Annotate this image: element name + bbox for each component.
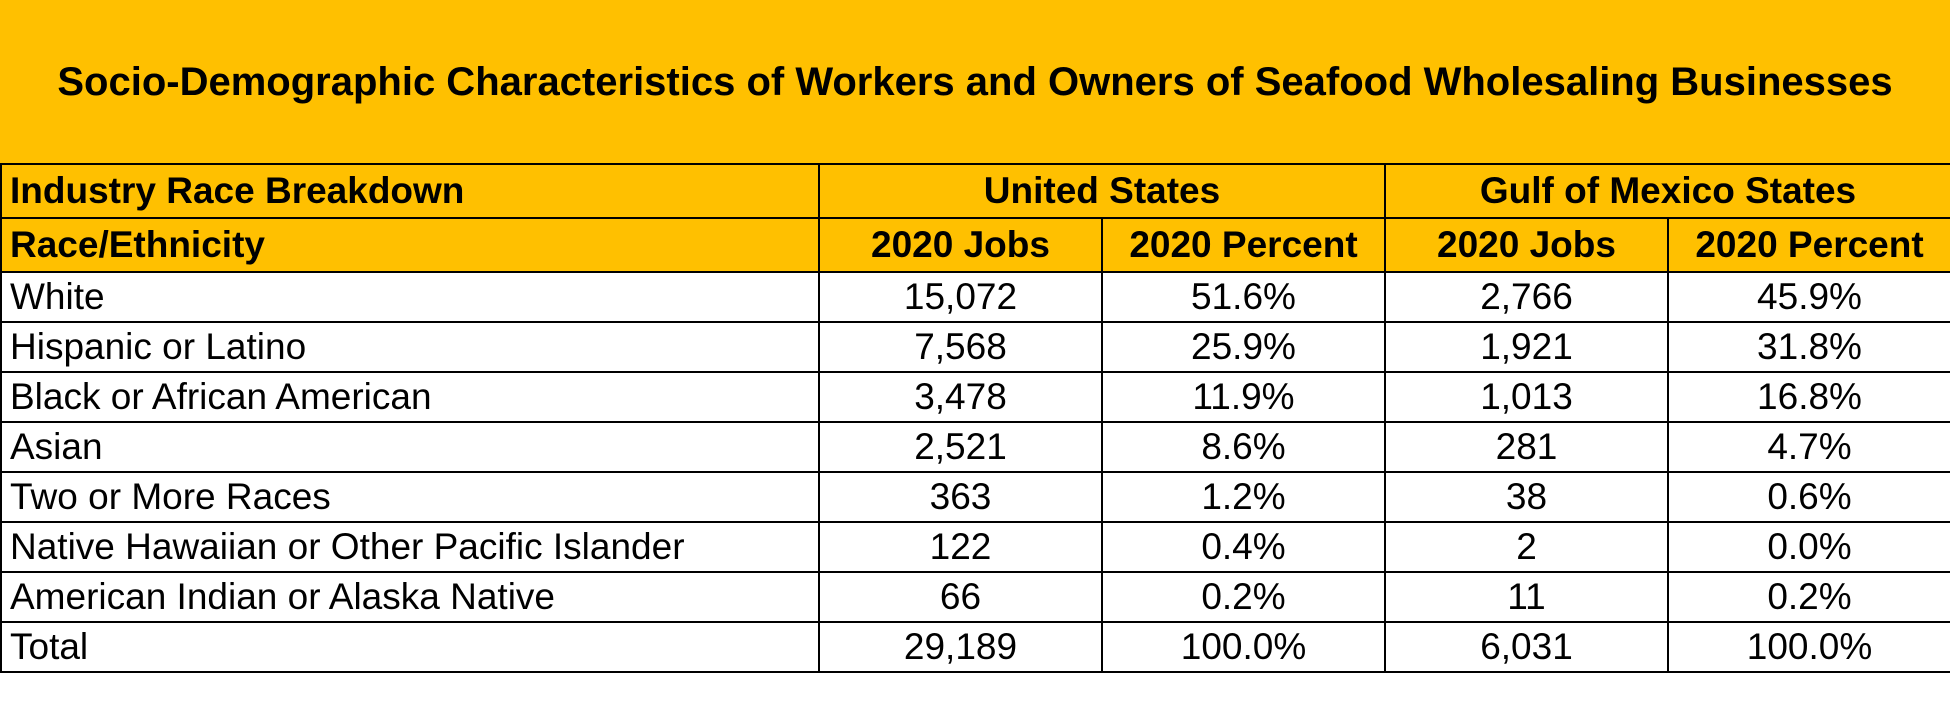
cell-gulf-jobs: 1,013 (1384, 371, 1669, 423)
table-row: Asian 2,521 8.6% 281 4.7% (0, 421, 1950, 473)
cell-race: Native Hawaiian or Other Pacific Islande… (0, 521, 820, 573)
cell-gulf-jobs: 11 (1384, 571, 1669, 623)
table-row: Total 29,189 100.0% 6,031 100.0% (0, 621, 1950, 673)
cell-gulf-jobs: 38 (1384, 471, 1669, 523)
header-row-columns: Race/Ethnicity 2020 Jobs 2020 Percent 20… (0, 217, 1950, 273)
header-us-2020-jobs: 2020 Jobs (818, 217, 1103, 273)
cell-us-percent: 1.2% (1101, 471, 1386, 523)
cell-gulf-jobs: 2,766 (1384, 271, 1669, 323)
cell-us-jobs: 29,189 (818, 621, 1103, 673)
cell-gulf-percent: 45.9% (1666, 271, 1950, 323)
cell-gulf-jobs: 1,921 (1384, 321, 1669, 373)
data-grid: Industry Race Breakdown United States Gu… (0, 163, 1950, 673)
header-us-2020-percent: 2020 Percent (1101, 217, 1386, 273)
cell-us-percent: 11.9% (1101, 371, 1386, 423)
cell-gulf-percent: 31.8% (1666, 321, 1950, 373)
cell-us-jobs: 15,072 (818, 271, 1103, 323)
header-gulf-2020-percent: 2020 Percent (1666, 217, 1950, 273)
cell-us-jobs: 7,568 (818, 321, 1103, 373)
cell-gulf-percent: 0.0% (1666, 521, 1950, 573)
header-industry-race-breakdown: Industry Race Breakdown (0, 163, 820, 219)
cell-us-percent: 0.4% (1101, 521, 1386, 573)
cell-us-jobs: 363 (818, 471, 1103, 523)
cell-gulf-jobs: 281 (1384, 421, 1669, 473)
table-row: Black or African American 3,478 11.9% 1,013… (0, 371, 1950, 423)
cell-us-jobs: 2,521 (818, 421, 1103, 473)
cell-gulf-percent: 100.0% (1666, 621, 1950, 673)
cell-gulf-percent: 4.7% (1666, 421, 1950, 473)
header-gulf-of-mexico-states: Gulf of Mexico States (1383, 163, 1950, 219)
cell-gulf-percent: 0.2% (1666, 571, 1950, 623)
header-gulf-2020-jobs: 2020 Jobs (1384, 217, 1669, 273)
table-row: Native Hawaiian or Other Pacific Islande… (0, 521, 1950, 573)
cell-gulf-jobs: 2 (1384, 521, 1669, 573)
cell-gulf-jobs: 6,031 (1384, 621, 1669, 673)
cell-us-percent: 51.6% (1101, 271, 1386, 323)
header-row-groups: Industry Race Breakdown United States Gu… (0, 163, 1950, 219)
table-row: White 15,072 51.6% 2,766 45.9% (0, 271, 1950, 323)
cell-us-jobs: 66 (818, 571, 1103, 623)
cell-race: Two or More Races (0, 471, 820, 523)
header-race-ethnicity: Race/Ethnicity (0, 217, 820, 273)
cell-race: Hispanic or Latino (0, 321, 820, 373)
cell-race: Total (0, 621, 820, 673)
cell-us-percent: 100.0% (1101, 621, 1386, 673)
header-united-states: United States (818, 163, 1386, 219)
cell-race: Asian (0, 421, 820, 473)
cell-gulf-percent: 0.6% (1666, 471, 1950, 523)
cell-us-percent: 8.6% (1101, 421, 1386, 473)
cell-race: American Indian or Alaska Native (0, 571, 820, 623)
cell-us-jobs: 3,478 (818, 371, 1103, 423)
table-row: American Indian or Alaska Native 66 0.2% 11… (0, 571, 1950, 623)
cell-race: White (0, 271, 820, 323)
cell-us-percent: 0.2% (1101, 571, 1386, 623)
cell-race: Black or African American (0, 371, 820, 423)
table-row: Two or More Races 363 1.2% 38 0.6% (0, 471, 1950, 523)
cell-us-percent: 25.9% (1101, 321, 1386, 373)
cell-gulf-percent: 16.8% (1666, 371, 1950, 423)
table-title: Socio-Demographic Characteristics of Wor… (0, 0, 1950, 163)
cell-us-jobs: 122 (818, 521, 1103, 573)
table-row: Hispanic or Latino 7,568 25.9% 1,921 31.8% (0, 321, 1950, 373)
